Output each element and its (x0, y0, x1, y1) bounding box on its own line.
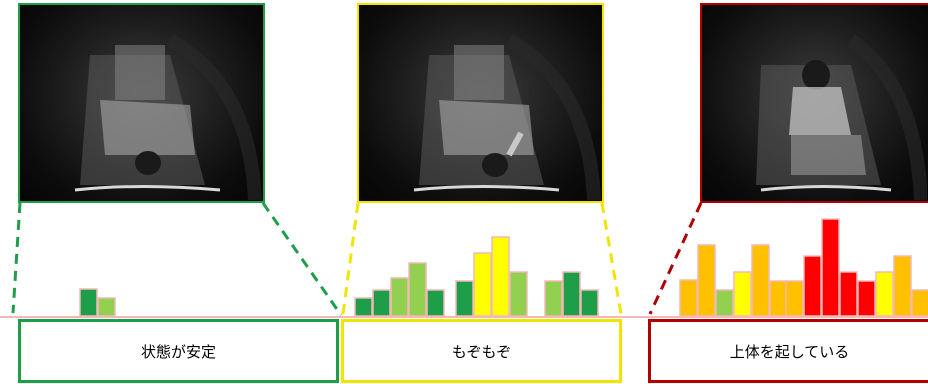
activity-bar (911, 289, 928, 317)
state-label-stable: 状態が安定 (18, 319, 339, 383)
activity-bar (803, 255, 822, 317)
activity-bar (785, 280, 804, 317)
activity-bar (751, 244, 770, 317)
camera-frame-stable (18, 3, 265, 203)
activity-bar (408, 262, 427, 317)
activity-bar (390, 277, 409, 317)
state-label-stable-text: 状態が安定 (140, 342, 216, 361)
activity-bar (697, 244, 716, 317)
connector-yellow-left (341, 202, 360, 315)
activity-bar (455, 280, 474, 317)
activity-bar (857, 280, 876, 317)
activity-bar (679, 279, 698, 317)
connector-green-right (261, 202, 343, 316)
state-label-fidgeting-text: もぞもぞ (451, 342, 512, 361)
activity-bar (544, 280, 563, 317)
activity-bar (79, 288, 98, 317)
state-label-fidgeting: もぞもぞ (341, 319, 622, 383)
camera-frame-sitting-up (700, 3, 928, 203)
camera-frame-fidgeting (357, 3, 604, 203)
bed-scene-fidgeting (413, 33, 601, 201)
state-label-sitting-up: 上体を起している (648, 319, 928, 383)
activity-bar (491, 236, 510, 317)
activity-bar (715, 289, 734, 317)
connector-green-left (11, 202, 22, 314)
bed-scene-stable (74, 33, 262, 201)
activity-bar (769, 280, 788, 317)
activity-bar (733, 271, 752, 317)
activity-bar (875, 271, 894, 317)
activity-bar (509, 271, 528, 317)
activity-bar (97, 297, 116, 317)
connector-red-left (648, 202, 703, 315)
activity-bar (580, 289, 599, 317)
activity-bar (839, 271, 858, 317)
activity-bar (821, 218, 840, 317)
activity-bar (354, 297, 373, 317)
bed-scene-sitting-up (756, 34, 927, 201)
connector-yellow-right (600, 202, 623, 315)
activity-bar (562, 271, 581, 317)
activity-bar (893, 255, 912, 317)
state-label-sitting-up-text: 上体を起している (729, 342, 850, 361)
baseline (0, 316, 928, 318)
activity-bar (426, 289, 445, 317)
activity-bar (372, 289, 391, 317)
activity-bar (473, 252, 492, 317)
